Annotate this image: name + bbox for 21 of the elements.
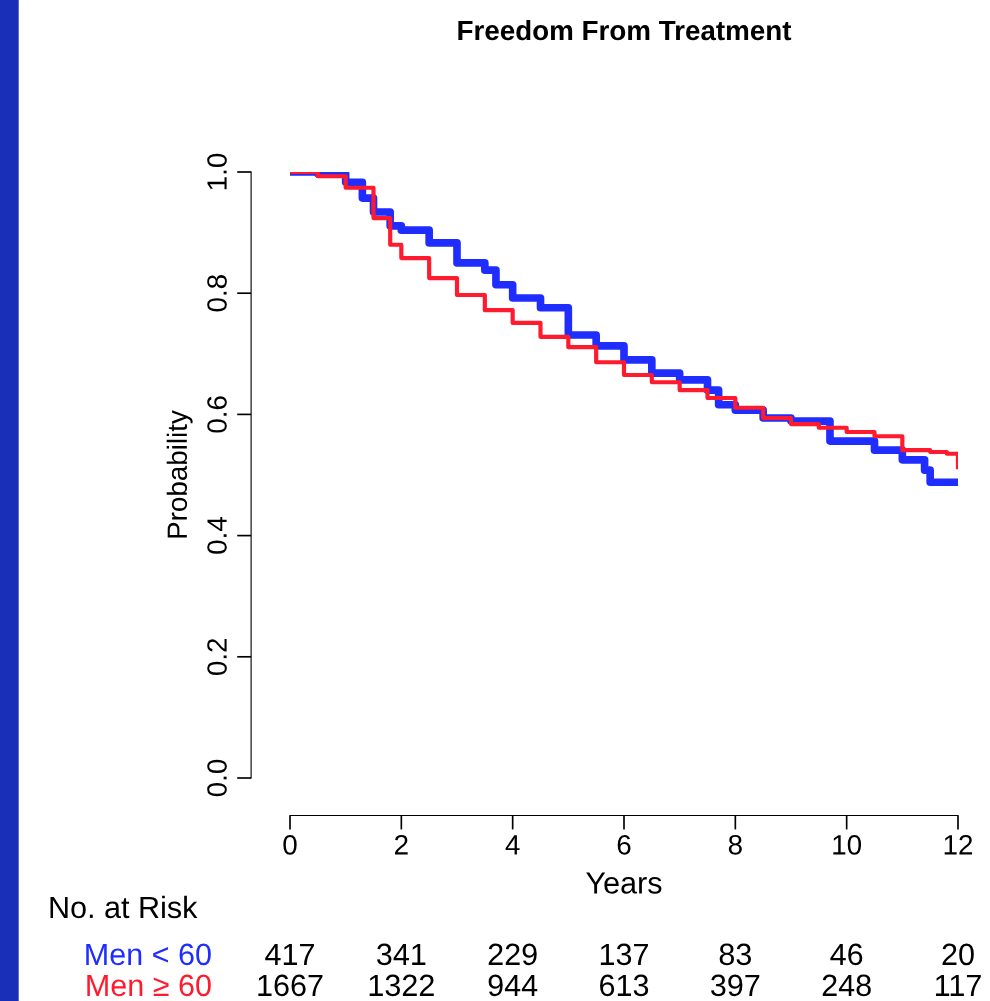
y-tick-label: 0.8 xyxy=(207,275,227,312)
y-tick-label: 0.2 xyxy=(207,638,227,676)
x-tick-label: 4 xyxy=(505,835,520,855)
y-tick-label: 0.4 xyxy=(207,517,227,554)
y-tick-label: 0.6 xyxy=(207,396,227,433)
y-axis-title: Probability xyxy=(166,410,193,538)
text: No. at Risk xyxy=(50,895,198,919)
x-tick-label: 8 xyxy=(728,834,742,855)
x-tick-label: 2 xyxy=(395,834,408,855)
text: 417 341 229 137 83 46 20 xyxy=(265,943,974,966)
x-tick-label: 10 xyxy=(833,834,862,855)
text: Men ≥ 60 xyxy=(87,974,211,997)
y-tick-label: 1.0 xyxy=(207,153,227,190)
x-tick-label: 12 xyxy=(944,834,973,855)
x-tick-label: 6 xyxy=(617,834,631,855)
chart-title: Freedom From Treatment xyxy=(458,19,792,41)
x-axis-title: Years xyxy=(586,872,662,894)
text: 1667 1322 944 613 397 248 117 xyxy=(258,974,981,997)
y-tick-label: 0.0 xyxy=(207,759,227,797)
text: Men < 60 xyxy=(86,943,211,966)
x-tick-label: 0 xyxy=(283,834,297,855)
